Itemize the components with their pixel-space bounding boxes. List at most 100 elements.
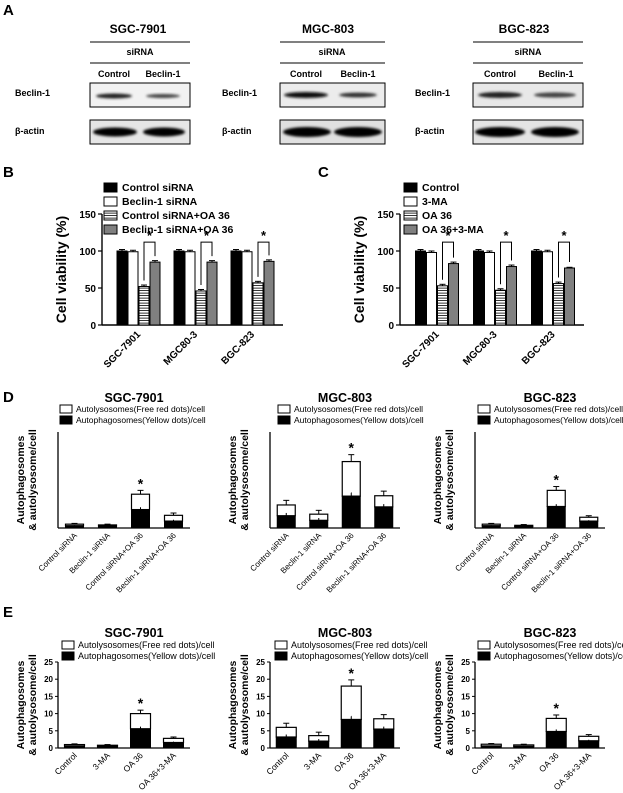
chart-title: SGC-7901 — [104, 391, 163, 405]
legend-swatch — [403, 224, 418, 235]
legend-label: Control siRNA — [122, 182, 194, 194]
legend-swatch — [477, 404, 491, 414]
legend-swatch — [59, 404, 73, 414]
band — [339, 92, 377, 98]
category-label: MGC80-3 — [461, 329, 500, 368]
significance-bracket — [442, 241, 454, 280]
legend-swatch — [277, 404, 291, 414]
chart-title: MGC-803 — [318, 391, 372, 405]
y-tick-label: 5 — [261, 727, 266, 736]
bar — [506, 266, 517, 326]
significance-star: * — [138, 475, 144, 491]
bar-segment-autophagosomes — [578, 740, 600, 749]
band — [146, 94, 180, 98]
row-label-beclin1: Beclin-1 — [415, 88, 450, 98]
bar — [531, 250, 542, 326]
significance-star: * — [147, 228, 153, 243]
category-label: BGC-823 — [219, 329, 257, 367]
significance-star: * — [554, 700, 560, 716]
y-tick-label: 15 — [256, 692, 265, 701]
significance-star-inner: * — [138, 718, 144, 734]
y-tick-label: 150 — [377, 210, 394, 221]
significance-bracket — [558, 241, 570, 278]
legend-swatch — [477, 640, 491, 650]
y-tick-label: 150 — [79, 210, 96, 221]
bar — [252, 282, 264, 326]
western-blot-bgc823: BGC-823 siRNA Control Beclin-1 Beclin-1 … — [415, 22, 584, 145]
legend-label: Autophagosomes(Yellow dots)/cell — [76, 415, 206, 425]
legend-swatch — [403, 182, 418, 193]
panel-letter-d: D — [3, 389, 14, 406]
band — [284, 92, 328, 98]
row-label-actin: β-actin — [15, 126, 45, 136]
y-axis-title-line1: Autophagosomes — [15, 661, 27, 750]
panel-letter-a: A — [3, 2, 14, 19]
category-label: 3-MA — [90, 750, 112, 772]
bar — [437, 285, 448, 326]
category-label: OA 36 — [332, 750, 356, 774]
legend-label: Autophagosomes(Yellow dots)/cell — [294, 415, 424, 425]
legend-label: Beclin-1 siRNA+OA 36 — [122, 224, 234, 236]
y-axis-title-line2: & autolysosome/cell — [239, 654, 251, 756]
significance-star: * — [349, 665, 355, 681]
y-axis-title-line1: Autophagosomes — [432, 661, 444, 750]
y-axis-title-line1: Autophagosomes — [15, 436, 27, 525]
y-tick-label: 10 — [44, 710, 53, 719]
y-tick-label: 0 — [261, 744, 266, 753]
bar — [553, 283, 564, 326]
legend-label: OA 36+3-MA — [422, 224, 484, 236]
chart-title: BGC-823 — [524, 626, 577, 640]
category-label: Control siRNA+OA 36 — [84, 531, 146, 593]
chart-title: SGC-7901 — [104, 626, 163, 640]
legend-swatch — [477, 651, 491, 661]
bar — [184, 251, 196, 326]
bar-segment-autophagosomes — [579, 520, 599, 529]
legend-label: Autolysosomes(Free red dots)/cell — [494, 640, 623, 650]
legend-swatch — [277, 415, 291, 425]
row-label-actin: β-actin — [415, 126, 445, 136]
significance-star: * — [503, 228, 509, 243]
significance-star: * — [554, 472, 560, 488]
significance-star: * — [349, 440, 355, 456]
category-label: BGC-823 — [520, 329, 558, 367]
significance-bracket — [143, 241, 156, 281]
significance-star-inner: * — [349, 708, 355, 724]
significance-bracket — [257, 241, 270, 277]
category-label: OA 36 — [537, 750, 561, 774]
y-tick-label: 15 — [461, 692, 470, 701]
bar-segment-autophagosomes — [164, 520, 183, 529]
bar-segment-autophagosomes — [163, 741, 184, 749]
y-axis-title-line2: & autolysosome/cell — [239, 429, 251, 531]
band — [93, 127, 137, 137]
significance-bracket — [500, 241, 512, 285]
row-label-actin: β-actin — [222, 126, 252, 136]
row-label-beclin1: Beclin-1 — [15, 88, 50, 98]
blot-title: BGC-823 — [499, 22, 550, 36]
significance-star-inner: * — [554, 720, 560, 736]
western-blot-mgc803: MGC-803 siRNA Control Beclin-1 Beclin-1 … — [222, 22, 386, 145]
chart-title: BGC-823 — [524, 391, 577, 405]
bar-segment-autophagosomes — [308, 740, 330, 749]
chart-cell-viability-sirna: 0 50 100 150 Cell viability (%) Control siRNA… — [53, 182, 283, 371]
category-label: 3-MA — [507, 750, 529, 772]
significance-star-inner: * — [554, 495, 560, 511]
bar-segment-autophagosomes — [374, 506, 394, 529]
y-tick-label: 15 — [44, 692, 53, 701]
significance-star: * — [138, 695, 144, 711]
legend-label: Autophagosomes(Yellow dots)/cell — [494, 651, 623, 661]
bar — [484, 251, 495, 326]
y-axis-title-line2: & autolysosome/cell — [444, 429, 456, 531]
y-tick-label: 50 — [383, 284, 395, 295]
significance-star: * — [445, 228, 451, 243]
legend-label: Autophagosomes(Yellow dots)/cell — [494, 415, 623, 425]
y-tick-label: 10 — [256, 710, 265, 719]
legend-swatch — [403, 196, 418, 207]
legend-label: Control — [422, 182, 459, 194]
lane-label-control: Control — [98, 69, 130, 79]
panel-letter-b: B — [3, 164, 14, 181]
category-label: Control — [264, 750, 291, 777]
bar — [473, 250, 484, 326]
